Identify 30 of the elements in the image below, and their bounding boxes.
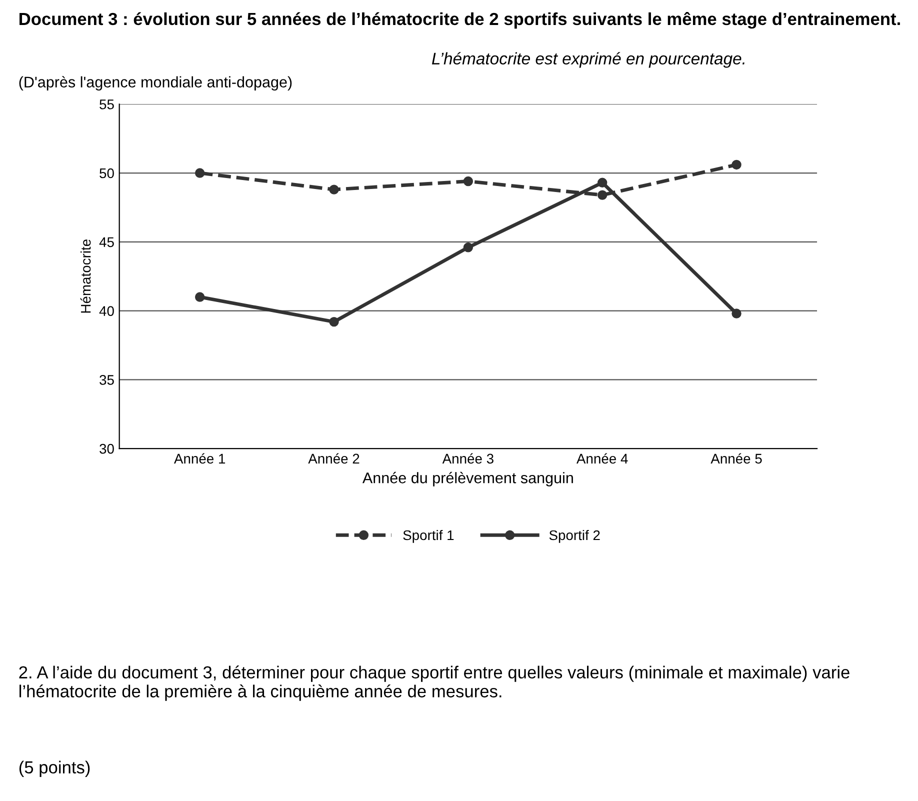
y-tick-label: 30 (100, 444, 114, 454)
y-tick-label: 40 (99, 306, 114, 316)
x-tick-label: Année 5 (710, 453, 762, 464)
text: (D'après l'agence mondiale anti-dopage) (19, 76, 292, 91)
x-tick-label: Année 4 (576, 453, 628, 464)
y-tick-label: 45 (99, 237, 114, 248)
y-tick-label: 55 (100, 100, 114, 110)
point (329, 184, 339, 194)
y-axis-title: Hématocrite (80, 240, 91, 313)
x-axis-title: Année du prélèvement sanguin (362, 472, 573, 486)
y-tick-label: 35 (100, 375, 114, 385)
chart-title: Document 3 : évolution sur 5 années de l’hématocrite de 2 sportifs suivants le même stage d’entrainement. (20, 12, 900, 29)
point (194, 292, 205, 302)
point (597, 190, 608, 200)
point (597, 178, 608, 188)
y-tick-label: 50 (100, 168, 114, 178)
point (732, 308, 742, 318)
text: 2. A l’aide du document 3, déterminer pour chaque sportif entre quelles valeurs (minimale et maximale) varie l’hématocrite de la première à la cinquième année de mesures. (19, 666, 850, 701)
x-tick-label: Année 2 (308, 453, 360, 464)
point (194, 168, 205, 178)
chart-subtitle: L’hématocrite est exprimé en pourcentage. (432, 52, 744, 68)
text: (5 points) (19, 760, 90, 777)
x-tick-label: Année 3 (442, 453, 494, 464)
point (329, 316, 339, 327)
point (463, 176, 474, 186)
legend-label: Sportif 2 (549, 530, 600, 543)
point (463, 242, 474, 252)
point (732, 160, 742, 170)
x-tick-label: Année 1 (174, 453, 226, 464)
legend-label: Sportif 1 (403, 530, 454, 543)
